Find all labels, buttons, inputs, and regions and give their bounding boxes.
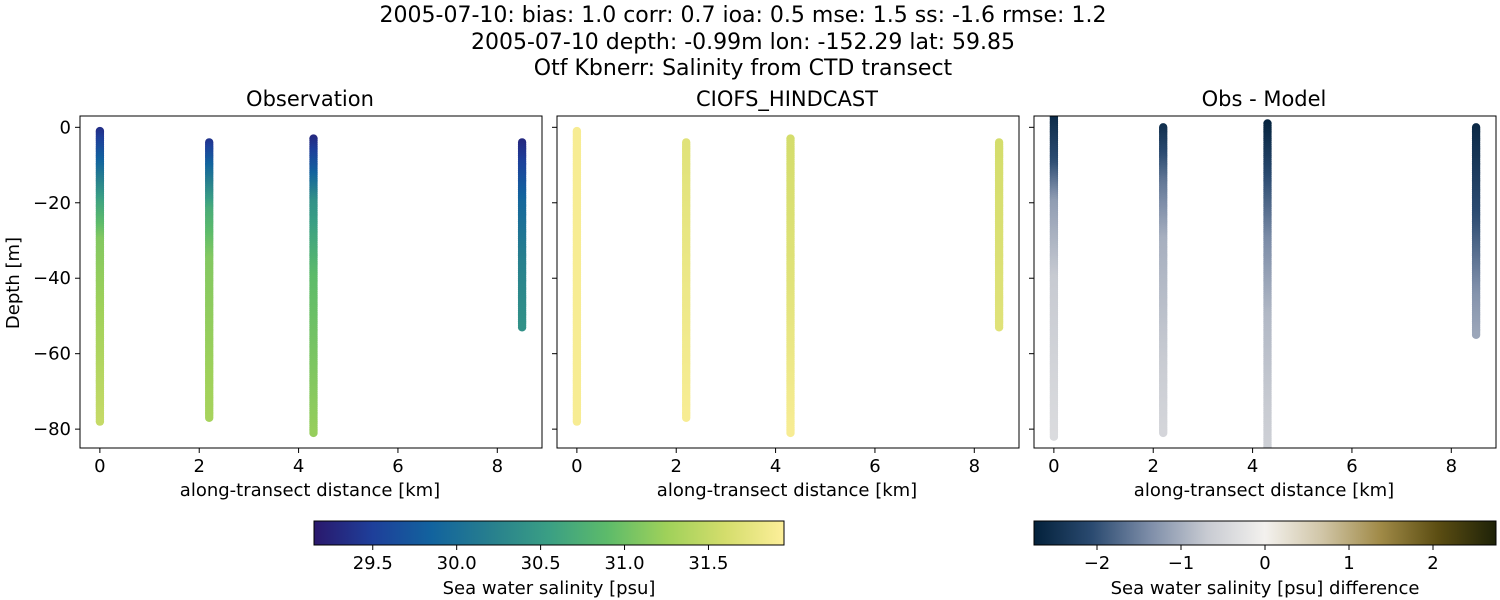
profile-3 xyxy=(309,134,318,438)
x-tick-label: 6 xyxy=(869,456,880,477)
colorbar-difference-gradient xyxy=(1033,520,1497,546)
colorbar-difference: −2 −1 0 1 2 Sea water salinity [psu] differe… xyxy=(1033,520,1497,599)
data-point xyxy=(572,417,582,426)
x-tick-label: 4 xyxy=(770,456,781,477)
profile-1 xyxy=(572,126,582,426)
colorbar-tick-label: 1 xyxy=(1343,553,1354,574)
y-axis-label: Depth [m] xyxy=(3,237,24,329)
panel-1: 0 2 4 6 8 0 −20 −40 −60 −80 xyxy=(33,115,543,477)
x-tick-label: 2 xyxy=(670,456,681,477)
profile-4 xyxy=(517,138,527,332)
data-point xyxy=(682,413,691,422)
panel-title-observation: Observation xyxy=(246,87,374,111)
profile-2 xyxy=(1159,123,1168,438)
x-tick-label: 2 xyxy=(193,456,204,477)
colorbar-tick-label: 31.5 xyxy=(688,553,728,574)
data-point xyxy=(1049,432,1059,441)
data-points xyxy=(95,126,527,438)
x-tick-label: 4 xyxy=(1247,456,1258,477)
axes-frame xyxy=(556,115,1020,449)
colorbar-salinity-label: Sea water salinity [psu] xyxy=(443,578,656,599)
colorbar-tick-label: −2 xyxy=(1084,553,1111,574)
x-tick-label: 8 xyxy=(492,456,503,477)
title-line-3: Otf Kbnerr: Salinity from CTD transect xyxy=(534,56,953,81)
colorbar-difference-label: Sea water salinity [psu] difference xyxy=(1111,578,1420,599)
data-point xyxy=(994,323,1004,332)
axes-frame xyxy=(79,115,543,449)
profile-3 xyxy=(786,134,795,438)
colorbar-tick-label: 31.0 xyxy=(604,553,644,574)
data-point xyxy=(1471,330,1481,339)
colorbar-tick-label: −1 xyxy=(1168,553,1195,574)
y-tick-label: −20 xyxy=(33,193,71,214)
data-point xyxy=(95,417,105,426)
data-points xyxy=(572,126,1004,438)
x-tick-label: 6 xyxy=(1346,456,1357,477)
panel-2: 0 2 4 6 8 xyxy=(552,115,1020,477)
y-tick-label: −60 xyxy=(33,344,71,365)
y-tick-label: 0 xyxy=(60,117,71,138)
data-point xyxy=(205,413,214,422)
x-tick-label: 4 xyxy=(293,456,304,477)
profile-4 xyxy=(994,138,1004,332)
y-tick-label: −80 xyxy=(33,419,71,440)
panel-3: 0 2 4 6 8 xyxy=(1029,115,1497,477)
colorbar-tick-label: 0 xyxy=(1259,553,1270,574)
x-tick-label: 8 xyxy=(969,456,980,477)
x-tick-label: 6 xyxy=(392,456,403,477)
x-axis-label-observation: along-transect distance [km] xyxy=(180,480,440,501)
profile-1 xyxy=(1049,116,1059,441)
x-tick-label: 8 xyxy=(1446,456,1457,477)
data-point xyxy=(786,428,795,438)
data-points xyxy=(1049,116,1481,448)
data-point xyxy=(1159,428,1168,438)
data-point xyxy=(1263,443,1272,448)
figure-title: 2005-07-10: bias: 1.0 corr: 0.7 ioa: 0.5… xyxy=(380,3,1107,81)
colorbar-tick-label: 2 xyxy=(1427,553,1438,574)
title-line-2: 2005-07-10 depth: -0.99m lon: -152.29 la… xyxy=(471,30,1015,55)
colorbar-salinity: 29.5 30.0 30.5 31.0 31.5 Sea water salinity … xyxy=(313,520,785,599)
profile-3 xyxy=(1263,119,1272,448)
x-tick-label: 0 xyxy=(1048,456,1059,477)
data-point xyxy=(309,428,318,438)
colorbar-tick-label: 30.5 xyxy=(521,553,561,574)
colorbar-salinity-gradient xyxy=(313,520,785,546)
title-line-1: 2005-07-10: bias: 1.0 corr: 0.7 ioa: 0.5… xyxy=(380,3,1107,28)
x-tick-label: 0 xyxy=(571,456,582,477)
x-axis-label-model: along-transect distance [km] xyxy=(657,480,917,501)
colorbar-tick-label: 29.5 xyxy=(353,553,393,574)
x-tick-label: 2 xyxy=(1147,456,1158,477)
colorbar-tick-label: 30.0 xyxy=(437,553,477,574)
profile-1 xyxy=(95,126,105,426)
panel-title-difference: Obs - Model xyxy=(1202,87,1327,111)
x-tick-label: 0 xyxy=(94,456,105,477)
y-tick-label: −40 xyxy=(33,268,71,289)
axes-frame xyxy=(1033,115,1497,449)
profile-2 xyxy=(205,138,214,422)
profile-4 xyxy=(1471,123,1481,339)
data-point xyxy=(517,323,527,332)
panel-title-model: CIOFS_HINDCAST xyxy=(696,87,878,112)
profile-2 xyxy=(682,138,691,422)
x-axis-label-difference: along-transect distance [km] xyxy=(1134,480,1394,501)
